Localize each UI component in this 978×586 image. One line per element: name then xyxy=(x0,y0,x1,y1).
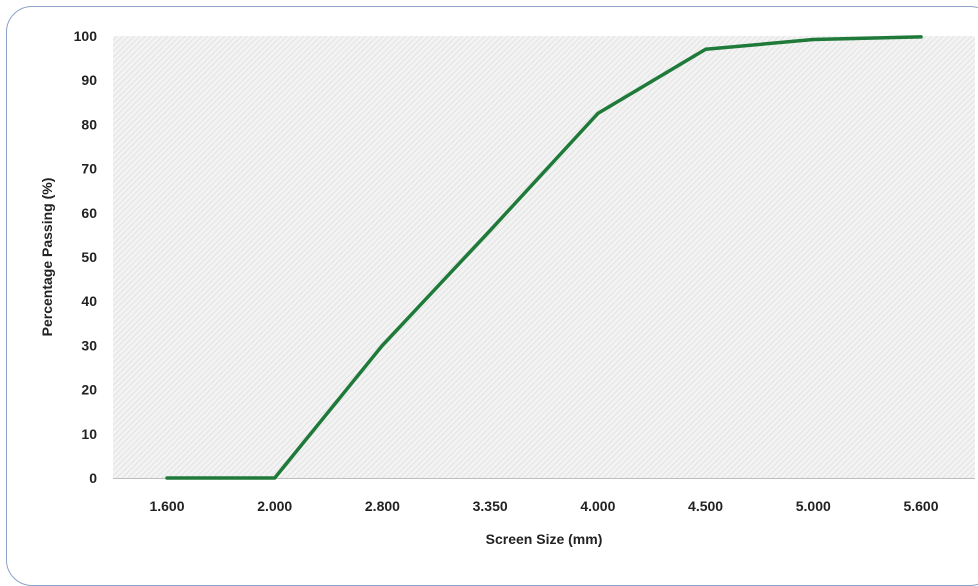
data-point xyxy=(704,47,708,51)
x-tick-label: 3.350 xyxy=(473,498,508,514)
y-tick-label: 80 xyxy=(81,116,97,132)
y-tick-label: 20 xyxy=(81,382,97,398)
plot-area xyxy=(113,36,975,478)
x-tick-label: 5.600 xyxy=(903,498,938,514)
y-tick-label: 90 xyxy=(81,72,97,88)
data-point xyxy=(811,38,815,42)
data-point xyxy=(488,228,492,232)
data-point xyxy=(380,343,384,347)
y-tick-label: 10 xyxy=(81,426,97,442)
data-points xyxy=(165,35,923,480)
y-axis-title: Percentage Passing (%) xyxy=(39,178,55,337)
percentage-passing-chart: 0 10 20 30 40 50 60 70 80 90 100 1.600 2.000 2.800 3.… xyxy=(39,28,975,547)
y-tick-label: 40 xyxy=(81,293,97,309)
series-line xyxy=(165,35,923,480)
data-point xyxy=(165,476,169,480)
y-tick-labels: 0 10 20 30 40 50 60 70 80 90 100 xyxy=(74,28,98,486)
x-tick-label: 5.000 xyxy=(796,498,831,514)
y-tick-label: 60 xyxy=(81,205,97,221)
y-tick-label: 30 xyxy=(81,337,97,353)
x-tick-labels: 1.600 2.000 2.800 3.350 4.000 4.500 5.000 5.600 xyxy=(149,498,938,514)
y-tick-label: 70 xyxy=(81,161,97,177)
x-tick-label: 4.000 xyxy=(580,498,615,514)
data-point xyxy=(273,476,277,480)
y-tick-label: 100 xyxy=(74,28,98,44)
x-tick-label: 4.500 xyxy=(688,498,723,514)
data-point xyxy=(919,35,923,39)
y-tick-label: 50 xyxy=(81,249,97,265)
x-tick-label: 1.600 xyxy=(149,498,184,514)
data-point xyxy=(596,111,600,115)
x-axis-title: Screen Size (mm) xyxy=(486,531,603,547)
y-tick-label: 0 xyxy=(89,470,97,486)
x-tick-label: 2.800 xyxy=(365,498,400,514)
x-tick-label: 2.000 xyxy=(257,498,292,514)
